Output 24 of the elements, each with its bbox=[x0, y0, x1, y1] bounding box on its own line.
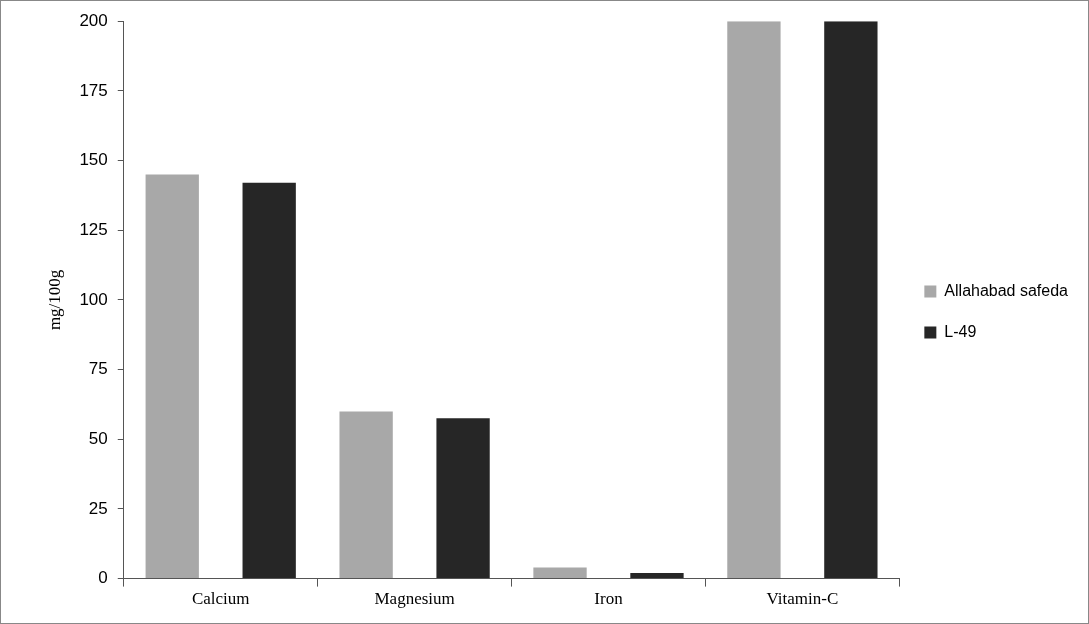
legend-label: L-49 bbox=[944, 322, 977, 340]
y-tick-label: 75 bbox=[88, 359, 108, 379]
legend-label: Allahabad safeda bbox=[944, 281, 1069, 299]
y-tick-label: 200 bbox=[79, 10, 108, 30]
y-tick-label: 100 bbox=[79, 289, 108, 309]
x-tick-label: Calcium bbox=[191, 589, 250, 609]
y-axis-title: mg/100g bbox=[44, 269, 64, 331]
y-tick-label: 125 bbox=[79, 219, 108, 239]
y-tick-label: 175 bbox=[79, 80, 108, 100]
y-tick-label: 25 bbox=[88, 498, 108, 518]
x-tick-label: Iron bbox=[594, 589, 624, 609]
bar bbox=[436, 418, 490, 579]
y-tick-label: 0 bbox=[98, 568, 108, 588]
bar bbox=[727, 21, 781, 579]
x-tick-label: Vitamin-C bbox=[766, 589, 839, 609]
bar bbox=[630, 573, 684, 579]
bar bbox=[145, 174, 199, 579]
x-tick-label: Magnesium bbox=[374, 589, 455, 609]
bar bbox=[242, 182, 296, 579]
y-tick-label: 150 bbox=[79, 150, 108, 170]
bar bbox=[339, 411, 393, 579]
bar bbox=[824, 21, 878, 579]
bar bbox=[533, 567, 587, 579]
y-tick-label: 50 bbox=[88, 428, 108, 448]
